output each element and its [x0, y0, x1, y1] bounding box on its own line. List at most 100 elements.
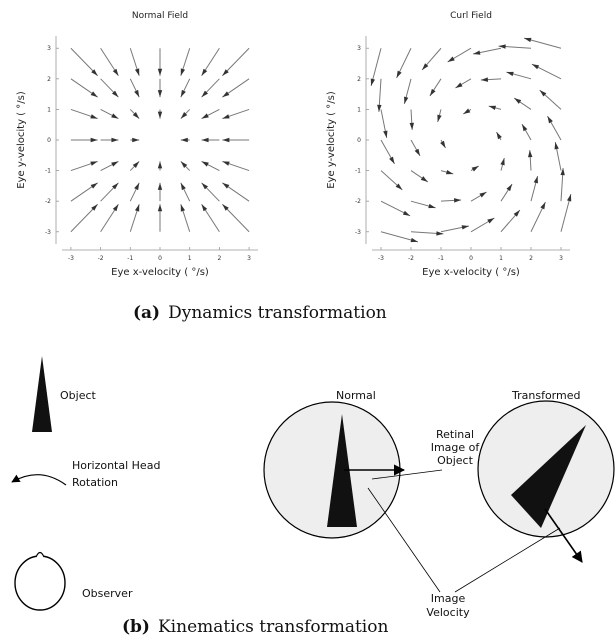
arrow-head [389, 157, 394, 164]
x-tick-label: 2 [529, 255, 533, 262]
vector-arrow [381, 140, 395, 164]
vector-arrow [471, 218, 494, 232]
arrow-head [222, 138, 229, 142]
retinal-label: Image of [431, 441, 481, 454]
vector-arrow [181, 48, 190, 76]
vector-arrow [381, 171, 402, 190]
vector-arrow [181, 204, 190, 232]
x-tick-label: 2 [217, 255, 221, 262]
arrow-head [506, 72, 513, 76]
vector-arrow [471, 166, 479, 171]
arrow-head [463, 109, 470, 114]
vector-arrow [422, 48, 441, 70]
arrow-head [404, 97, 408, 104]
vector-arrow [500, 158, 504, 171]
x-tick-label: -3 [378, 255, 384, 262]
vector-arrow [181, 161, 190, 170]
caption-label: (b)Kinematics transformation [122, 617, 388, 637]
y-tick-label: 1 [47, 106, 51, 113]
vector-arrow [101, 109, 119, 118]
vector-arrow [158, 79, 162, 97]
vector-arrow [71, 138, 98, 142]
figure: (a)Dynamics transformation (b)Kinematics… [0, 0, 616, 641]
y-tick-label: 0 [357, 137, 361, 144]
y-tick-label: -3 [45, 229, 51, 236]
transformed-label: Transformed [511, 389, 580, 402]
arrow-head [532, 64, 539, 69]
arrow-head [181, 90, 186, 97]
arrow-head [462, 225, 469, 229]
vector-arrow [489, 106, 501, 110]
y-tick-label: -1 [355, 168, 361, 175]
vector-arrow [411, 231, 443, 235]
vector-arrow [532, 64, 561, 79]
vector-arrow [222, 109, 249, 118]
observer-head [15, 556, 65, 610]
vector-arrow [71, 183, 98, 201]
vector-arrow [497, 132, 502, 140]
arrow-head [181, 204, 185, 211]
arrow-head [567, 194, 571, 201]
vector-arrow [181, 183, 190, 201]
caption-a-text: Dynamics transformation [168, 303, 387, 323]
caption-b-text: Kinematics transformation [158, 617, 388, 637]
x-tick-label: 3 [559, 255, 563, 262]
arrow-head [524, 38, 531, 42]
arrow-head [411, 238, 418, 242]
arrow-head [158, 112, 162, 119]
leader-line [455, 528, 560, 592]
arrow-head [158, 69, 162, 76]
x-tick-label: 1 [188, 255, 192, 262]
vector-arrow [101, 48, 119, 76]
vector-arrow [181, 109, 190, 118]
x-tick-label: -3 [68, 255, 74, 262]
vector-arrow [397, 48, 411, 78]
vector-arrow [158, 204, 162, 232]
vector-arrow [560, 168, 564, 201]
vector-arrow [531, 176, 538, 201]
vector-arrow [222, 138, 249, 142]
arrow-head [132, 138, 139, 142]
velocity-label: Image [431, 592, 466, 605]
arrow-head [415, 149, 420, 156]
vector-arrow [499, 44, 531, 48]
vector-arrow [371, 48, 381, 86]
arrow-head [455, 83, 462, 88]
vector-arrow [524, 38, 561, 48]
y-axis-label: Eye y-velocity ( °/s) [326, 91, 337, 189]
arrow-head [534, 176, 538, 183]
vector-arrow [130, 138, 139, 142]
arrow-head [111, 161, 118, 166]
vector-arrow [222, 161, 249, 170]
vector-arrow [130, 204, 139, 232]
vector-arrow [440, 140, 445, 148]
arrow-head [222, 161, 229, 165]
arrow-head [158, 161, 162, 168]
vector-arrow [411, 201, 436, 208]
vector-arrow [548, 116, 562, 140]
arrow-head [472, 166, 479, 171]
arrow-head [90, 114, 97, 118]
observer-label: Observer [82, 587, 133, 600]
vector-arrow [528, 150, 532, 170]
vector-arrow [506, 72, 531, 79]
arrow-head [202, 161, 209, 166]
leader-line [368, 488, 440, 592]
vector-arrow [101, 183, 119, 201]
y-tick-label: -3 [355, 229, 361, 236]
y-tick-label: 3 [357, 45, 361, 52]
vector-arrow [130, 109, 139, 118]
vector-arrow [381, 109, 387, 137]
y-tick-label: -2 [355, 198, 361, 205]
arrow-head [90, 161, 97, 165]
chart-title: Normal Field [132, 11, 188, 21]
y-tick-label: -1 [45, 168, 51, 175]
y-tick-label: 0 [47, 137, 51, 144]
vector-arrow [463, 109, 471, 114]
x-tick-label: -2 [408, 255, 414, 262]
object-label: Object [60, 389, 97, 402]
x-tick-label: 1 [499, 255, 503, 262]
arrow-head [540, 202, 545, 209]
caption-label: (a)Dynamics transformation [133, 303, 387, 323]
arrow-head [222, 114, 229, 118]
